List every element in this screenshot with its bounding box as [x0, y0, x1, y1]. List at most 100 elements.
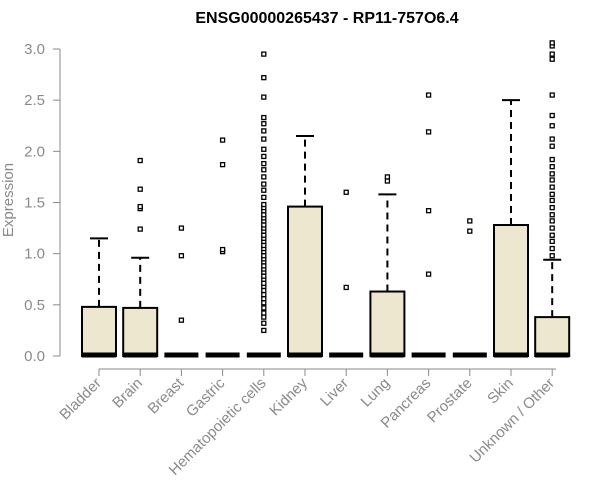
outlier-point — [261, 94, 267, 100]
y-tick-label: 3.0 — [24, 41, 45, 58]
outlier-point — [178, 317, 185, 323]
outlier-point — [261, 194, 267, 201]
outlier-point — [261, 291, 267, 298]
outlier-point — [549, 238, 555, 245]
outlier-point — [137, 157, 143, 164]
outlier-point — [261, 146, 267, 152]
box-gastric — [205, 137, 240, 358]
chart-title: ENSG00000265437 - RP11-757O6.4 — [195, 10, 458, 27]
outlier-point — [549, 184, 555, 190]
outlier-point — [549, 171, 555, 177]
box-body — [534, 316, 571, 358]
outlier-point — [549, 218, 555, 224]
y-tick-label: 1.0 — [24, 246, 45, 263]
outlier-point — [261, 296, 267, 302]
x-tick-label: Kidney — [266, 374, 311, 419]
outlier-point — [549, 51, 555, 57]
y-axis: 0.0 0.5 1.0 1.5 2.0 2.5 3.0 — [24, 41, 61, 365]
outlier-point — [549, 191, 555, 197]
y-tick-label: 1.5 — [24, 195, 45, 212]
outlier-point — [137, 186, 143, 192]
box-body — [287, 205, 323, 357]
x-tick-label: Brain — [109, 375, 146, 412]
box-body — [122, 306, 159, 357]
outlier-point — [549, 56, 555, 62]
outlier-point — [261, 153, 267, 160]
outlier-point — [549, 253, 555, 259]
outlier-point — [137, 226, 143, 232]
outlier-point — [549, 225, 555, 231]
box-brain — [122, 157, 159, 358]
outlier-point — [467, 228, 473, 234]
y-tick-label: 2.0 — [24, 143, 45, 160]
y-axis-label: Expression — [0, 163, 17, 237]
x-tick-label: Prostate — [424, 375, 476, 427]
outlier-point — [261, 174, 267, 180]
outlier-point — [384, 174, 391, 180]
x-tick-label: Lung — [358, 375, 394, 411]
outlier-point — [219, 137, 226, 143]
outlier-point — [549, 197, 555, 204]
outlier-point — [343, 284, 349, 291]
outlier-point — [261, 263, 267, 269]
outlier-point — [261, 167, 267, 173]
outlier-point — [261, 310, 267, 316]
box-bladder — [81, 237, 117, 358]
outlier-point — [549, 112, 555, 119]
y-tick-label: 0.0 — [24, 348, 45, 365]
outlier-point — [261, 51, 267, 57]
outlier-point — [425, 208, 432, 214]
outlier-point — [261, 212, 267, 218]
box-lung — [369, 174, 406, 358]
outlier-point — [261, 287, 267, 294]
outlier-point — [261, 253, 267, 259]
outlier-point — [549, 164, 555, 170]
outlier-point — [261, 136, 267, 142]
outlier-point — [261, 327, 267, 334]
x-tick-label: Liver — [317, 375, 352, 410]
outlier-point — [425, 129, 432, 135]
x-tick-label: Bladder — [56, 375, 105, 424]
outlier-point — [549, 177, 555, 183]
outlier-point — [549, 232, 555, 238]
outlier-point — [261, 128, 267, 134]
box-kidney — [287, 134, 323, 358]
box-breast — [164, 225, 199, 358]
box-body — [81, 305, 117, 358]
box-prostate — [452, 218, 487, 358]
boxes-layer — [81, 40, 571, 358]
outlier-point — [137, 203, 143, 210]
outlier-point — [261, 305, 267, 311]
outlier-point — [261, 280, 267, 286]
outlier-point — [343, 189, 349, 195]
outlier-point — [261, 160, 267, 167]
box-unknown-other — [534, 40, 571, 358]
y-tick-label: 0.5 — [24, 297, 45, 314]
outlier-point — [261, 222, 267, 228]
outlier-point — [261, 242, 267, 249]
outlier-point — [549, 143, 555, 149]
outlier-point — [425, 271, 432, 277]
box-pancreas — [411, 92, 446, 358]
outlier-point — [261, 121, 267, 127]
outlier-point — [261, 300, 267, 306]
box-body — [493, 224, 529, 357]
outlier-point — [261, 75, 267, 81]
outlier-point — [549, 92, 555, 98]
box-hematopoietic-cells — [246, 51, 281, 358]
outlier-point — [261, 187, 267, 193]
outlier-point — [261, 201, 267, 208]
outlier-point — [467, 218, 473, 224]
outlier-point — [219, 246, 226, 253]
x-tick-label: Skin — [484, 375, 517, 408]
outlier-point — [549, 136, 555, 142]
outlier-point — [178, 225, 185, 231]
y-tick-label: 2.5 — [24, 92, 45, 109]
outlier-point — [261, 114, 267, 121]
outlier-point — [549, 212, 555, 218]
outlier-point — [261, 232, 267, 238]
outlier-point — [261, 273, 267, 279]
outlier-point — [384, 178, 391, 184]
outlier-point — [549, 245, 555, 252]
